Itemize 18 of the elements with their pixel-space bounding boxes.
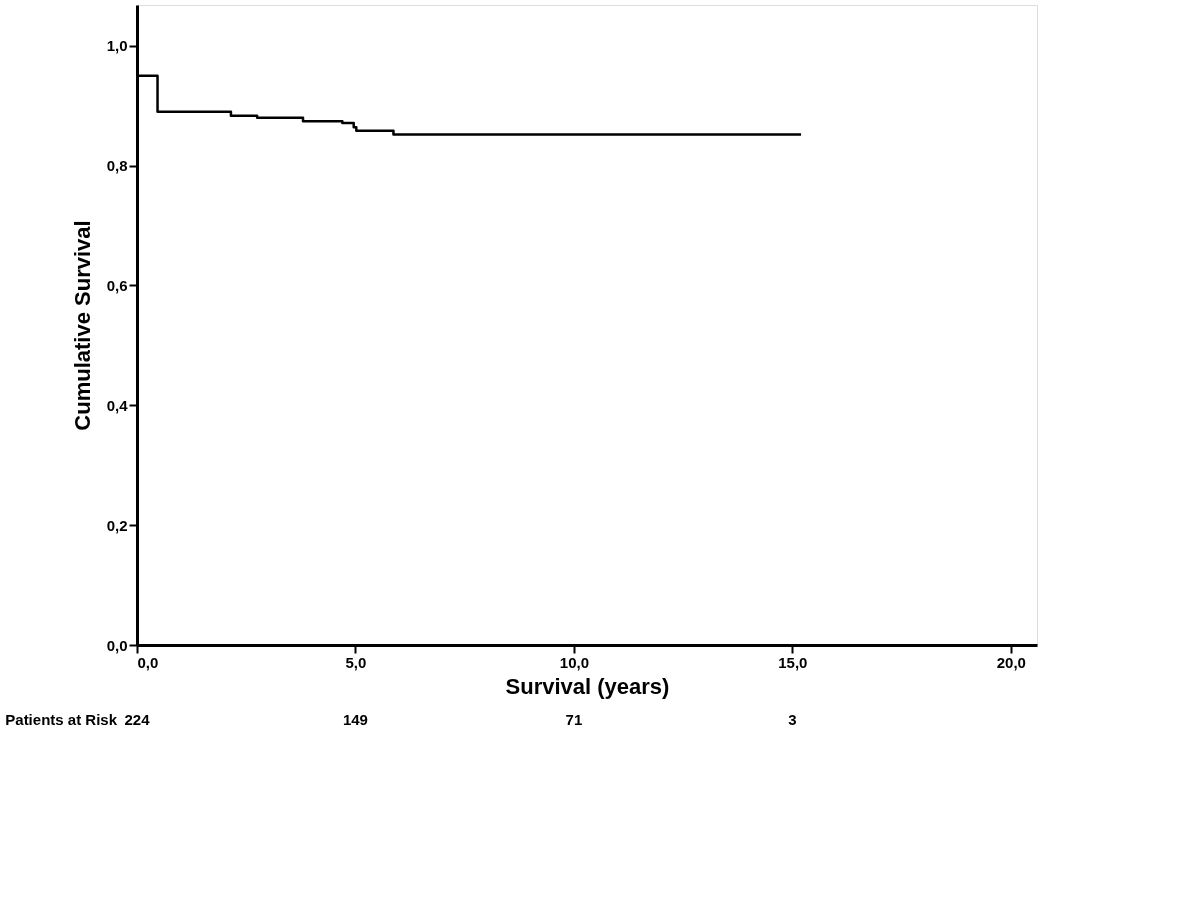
text: 3 xyxy=(788,711,797,728)
x-tick-label: 0,0 xyxy=(137,653,159,671)
x-tick-label: 15,0 xyxy=(778,653,808,671)
text: Patients at Risk xyxy=(5,711,118,728)
x-axis-title: Survival (years) xyxy=(505,673,670,699)
y-tick-label: 0,8 xyxy=(106,157,128,175)
y-tick-label: 0,4 xyxy=(106,396,129,414)
text: 224 xyxy=(124,711,151,728)
x-tick-label: 20,0 xyxy=(996,653,1026,671)
y-tick-label: 0,6 xyxy=(106,276,128,294)
y-axis-title: Cumulative Survival xyxy=(69,220,95,431)
text: 149 xyxy=(342,711,368,728)
x-tick-label: 5,0 xyxy=(345,653,367,671)
x-tick-label: 10,0 xyxy=(559,653,589,671)
text: 71 xyxy=(565,711,583,728)
y-tick-label: 0,2 xyxy=(106,516,128,534)
y-tick-label: 0,0 xyxy=(106,636,128,654)
y-tick-label: 1,0 xyxy=(106,37,128,55)
